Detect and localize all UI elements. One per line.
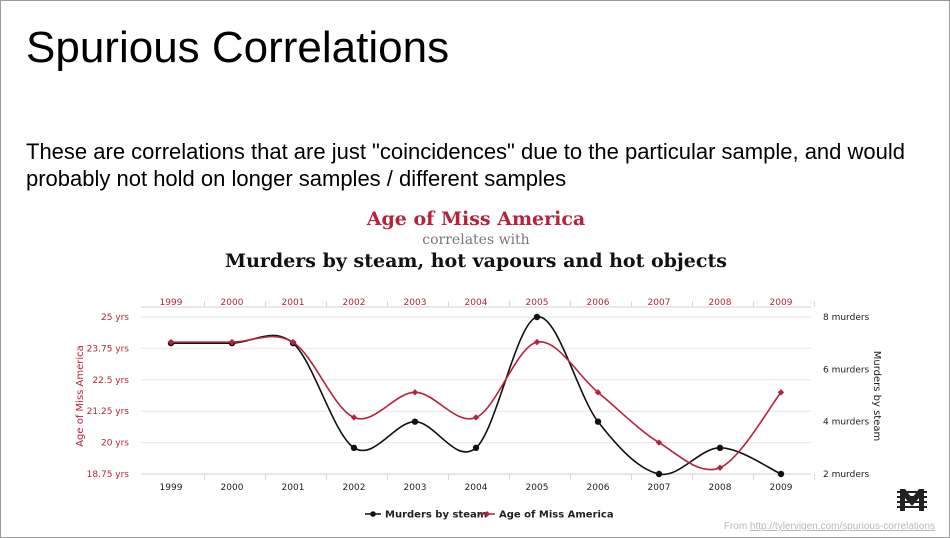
x-tick-label-top: 1999 xyxy=(160,298,183,308)
source-footer: From http://tylervigen.com/spurious-corr… xyxy=(724,521,935,532)
chart-title-primary: Age of Miss America xyxy=(366,208,586,230)
data-point-murders xyxy=(411,418,419,425)
y-left-axis-label: Age of Miss America xyxy=(75,345,86,447)
y-right-tick-label: 8 murders xyxy=(823,313,870,323)
x-tick-label-bottom: 2004 xyxy=(465,483,488,493)
y-right-tick-label: 6 murders xyxy=(823,365,870,375)
data-point-miss-america xyxy=(167,338,175,346)
data-point-miss-america xyxy=(228,338,236,346)
data-point-murders xyxy=(350,444,358,452)
x-tick-label-top: 2007 xyxy=(648,298,671,308)
chart-title-secondary: Murders by steam, hot vapours and hot ob… xyxy=(225,250,727,272)
source-prefix: From xyxy=(723,521,750,532)
y-right-tick-label: 4 murders xyxy=(823,418,870,428)
x-tick-label-bottom: 2003 xyxy=(404,483,427,493)
y-left-tick-label: 25 yrs xyxy=(101,313,129,323)
x-tick-label-top: 2005 xyxy=(526,298,549,308)
x-tick-label-top: 2004 xyxy=(465,298,488,308)
y-right-tick-label: 2 murders xyxy=(823,470,870,480)
legend-label-miss-america: Age of Miss America xyxy=(499,510,614,521)
y-left-tick-label: 23.75 yrs xyxy=(87,344,130,354)
y-left-tick-label: 18.75 yrs xyxy=(87,470,130,480)
logo-icon xyxy=(897,489,927,511)
x-tick-label-bottom: 2007 xyxy=(648,483,671,493)
data-point-murders xyxy=(533,313,541,321)
legend-marker-murders xyxy=(370,511,376,517)
slide-title: Spurious Correlations xyxy=(26,23,450,72)
y-left-tick-label: 21.25 yrs xyxy=(87,407,130,417)
data-point-miss-america xyxy=(350,414,358,421)
slide-subtitle: These are correlations that are just "co… xyxy=(26,139,905,191)
x-tick-label-bottom: 2005 xyxy=(526,483,549,493)
data-point-murders xyxy=(472,444,480,452)
legend-marker-miss-america xyxy=(484,511,490,517)
data-point-miss-america xyxy=(777,389,785,396)
legend-label-murders: Murders by steam xyxy=(385,510,487,521)
y-right-axis-label: Murders by steam xyxy=(871,351,882,442)
y-left-tick-label: 20 yrs xyxy=(101,439,129,449)
x-tick-label-bottom: 2000 xyxy=(221,483,244,493)
source-link[interactable]: http://tylervigen.com/spurious-correlati… xyxy=(749,521,935,532)
data-point-miss-america xyxy=(411,389,419,396)
x-tick-label-bottom: 2001 xyxy=(282,483,305,493)
x-tick-label-bottom: 2009 xyxy=(770,483,793,493)
x-tick-label-top: 2003 xyxy=(404,298,427,308)
x-tick-label-top: 2001 xyxy=(282,298,305,308)
x-tick-label-top: 2009 xyxy=(770,298,793,308)
x-tick-label-bottom: 1999 xyxy=(160,483,183,493)
data-point-murders xyxy=(716,444,724,452)
chart-title-connector: correlates with xyxy=(422,232,530,248)
y-left-tick-label: 22.5 yrs xyxy=(92,376,129,386)
data-point-murders xyxy=(655,470,663,478)
data-point-miss-america xyxy=(533,338,541,346)
x-tick-label-top: 2006 xyxy=(587,298,610,308)
data-point-murders xyxy=(594,418,602,425)
data-point-miss-america xyxy=(655,439,663,446)
x-tick-label-bottom: 2006 xyxy=(587,483,610,493)
data-point-miss-america xyxy=(594,389,602,396)
data-point-murders xyxy=(777,470,785,478)
data-point-miss-america xyxy=(716,464,724,471)
x-tick-label-bottom: 2002 xyxy=(343,483,366,493)
x-tick-label-top: 2000 xyxy=(221,298,244,308)
x-tick-label-bottom: 2008 xyxy=(709,483,732,493)
data-point-miss-america xyxy=(289,338,297,346)
data-point-miss-america xyxy=(472,414,480,421)
x-tick-label-top: 2002 xyxy=(343,298,366,308)
x-tick-label-top: 2008 xyxy=(709,298,732,308)
